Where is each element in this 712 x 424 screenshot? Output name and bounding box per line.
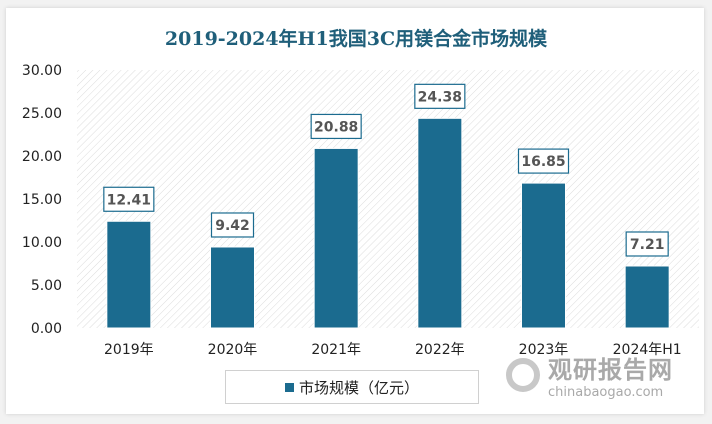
chart-title: 2019-2024年H1我国3C用镁合金市场规模 [164,28,548,50]
data-label-box [414,83,466,109]
y-tick-label: 10.00 [22,235,62,251]
x-tick-label: 2024年H1 [613,342,682,358]
bar [210,246,255,329]
y-tick-label: 0.00 [31,321,62,337]
data-label: 16.85 [521,154,565,170]
legend-swatch [284,382,294,392]
y-tick-label: 20.00 [22,149,62,165]
data-label: 7.21 [630,237,665,253]
x-tick-label: 2023年 [519,342,569,358]
legend-label: 市场规模（亿元） [298,378,419,397]
bar [521,182,566,329]
plot-area [77,70,699,328]
bar [624,265,670,329]
data-label-box [103,186,155,212]
data-label: 24.38 [418,89,462,105]
watermark-cn: 观研报告网 [548,356,673,384]
watermark: 观研报告网 chinabaogao.com [500,350,673,400]
y-tick-label: 5.00 [31,278,62,294]
x-tick-label: 2019年 [104,342,154,358]
x-tick-label: 2021年 [311,342,361,358]
bar [313,147,359,329]
data-label-box [310,113,362,140]
y-tick-label: 25.00 [22,106,62,122]
bar [417,117,463,329]
watermark-logo-icon [506,358,540,392]
x-tick-label: 2020年 [208,342,258,358]
bar [106,220,152,329]
data-label: 12.41 [107,192,151,208]
x-tick-label: 2022年 [415,342,465,358]
watermark-en: chinabaogao.com [548,385,664,400]
data-label-box [625,231,669,257]
y-tick-label: 30.00 [22,63,62,79]
data-label-box [210,212,255,238]
data-label: 9.42 [215,218,250,234]
legend: 市场规模（亿元） [225,370,479,404]
data-label-box [517,148,570,174]
data-label: 20.88 [314,119,358,135]
y-tick-label: 15.00 [22,192,62,208]
